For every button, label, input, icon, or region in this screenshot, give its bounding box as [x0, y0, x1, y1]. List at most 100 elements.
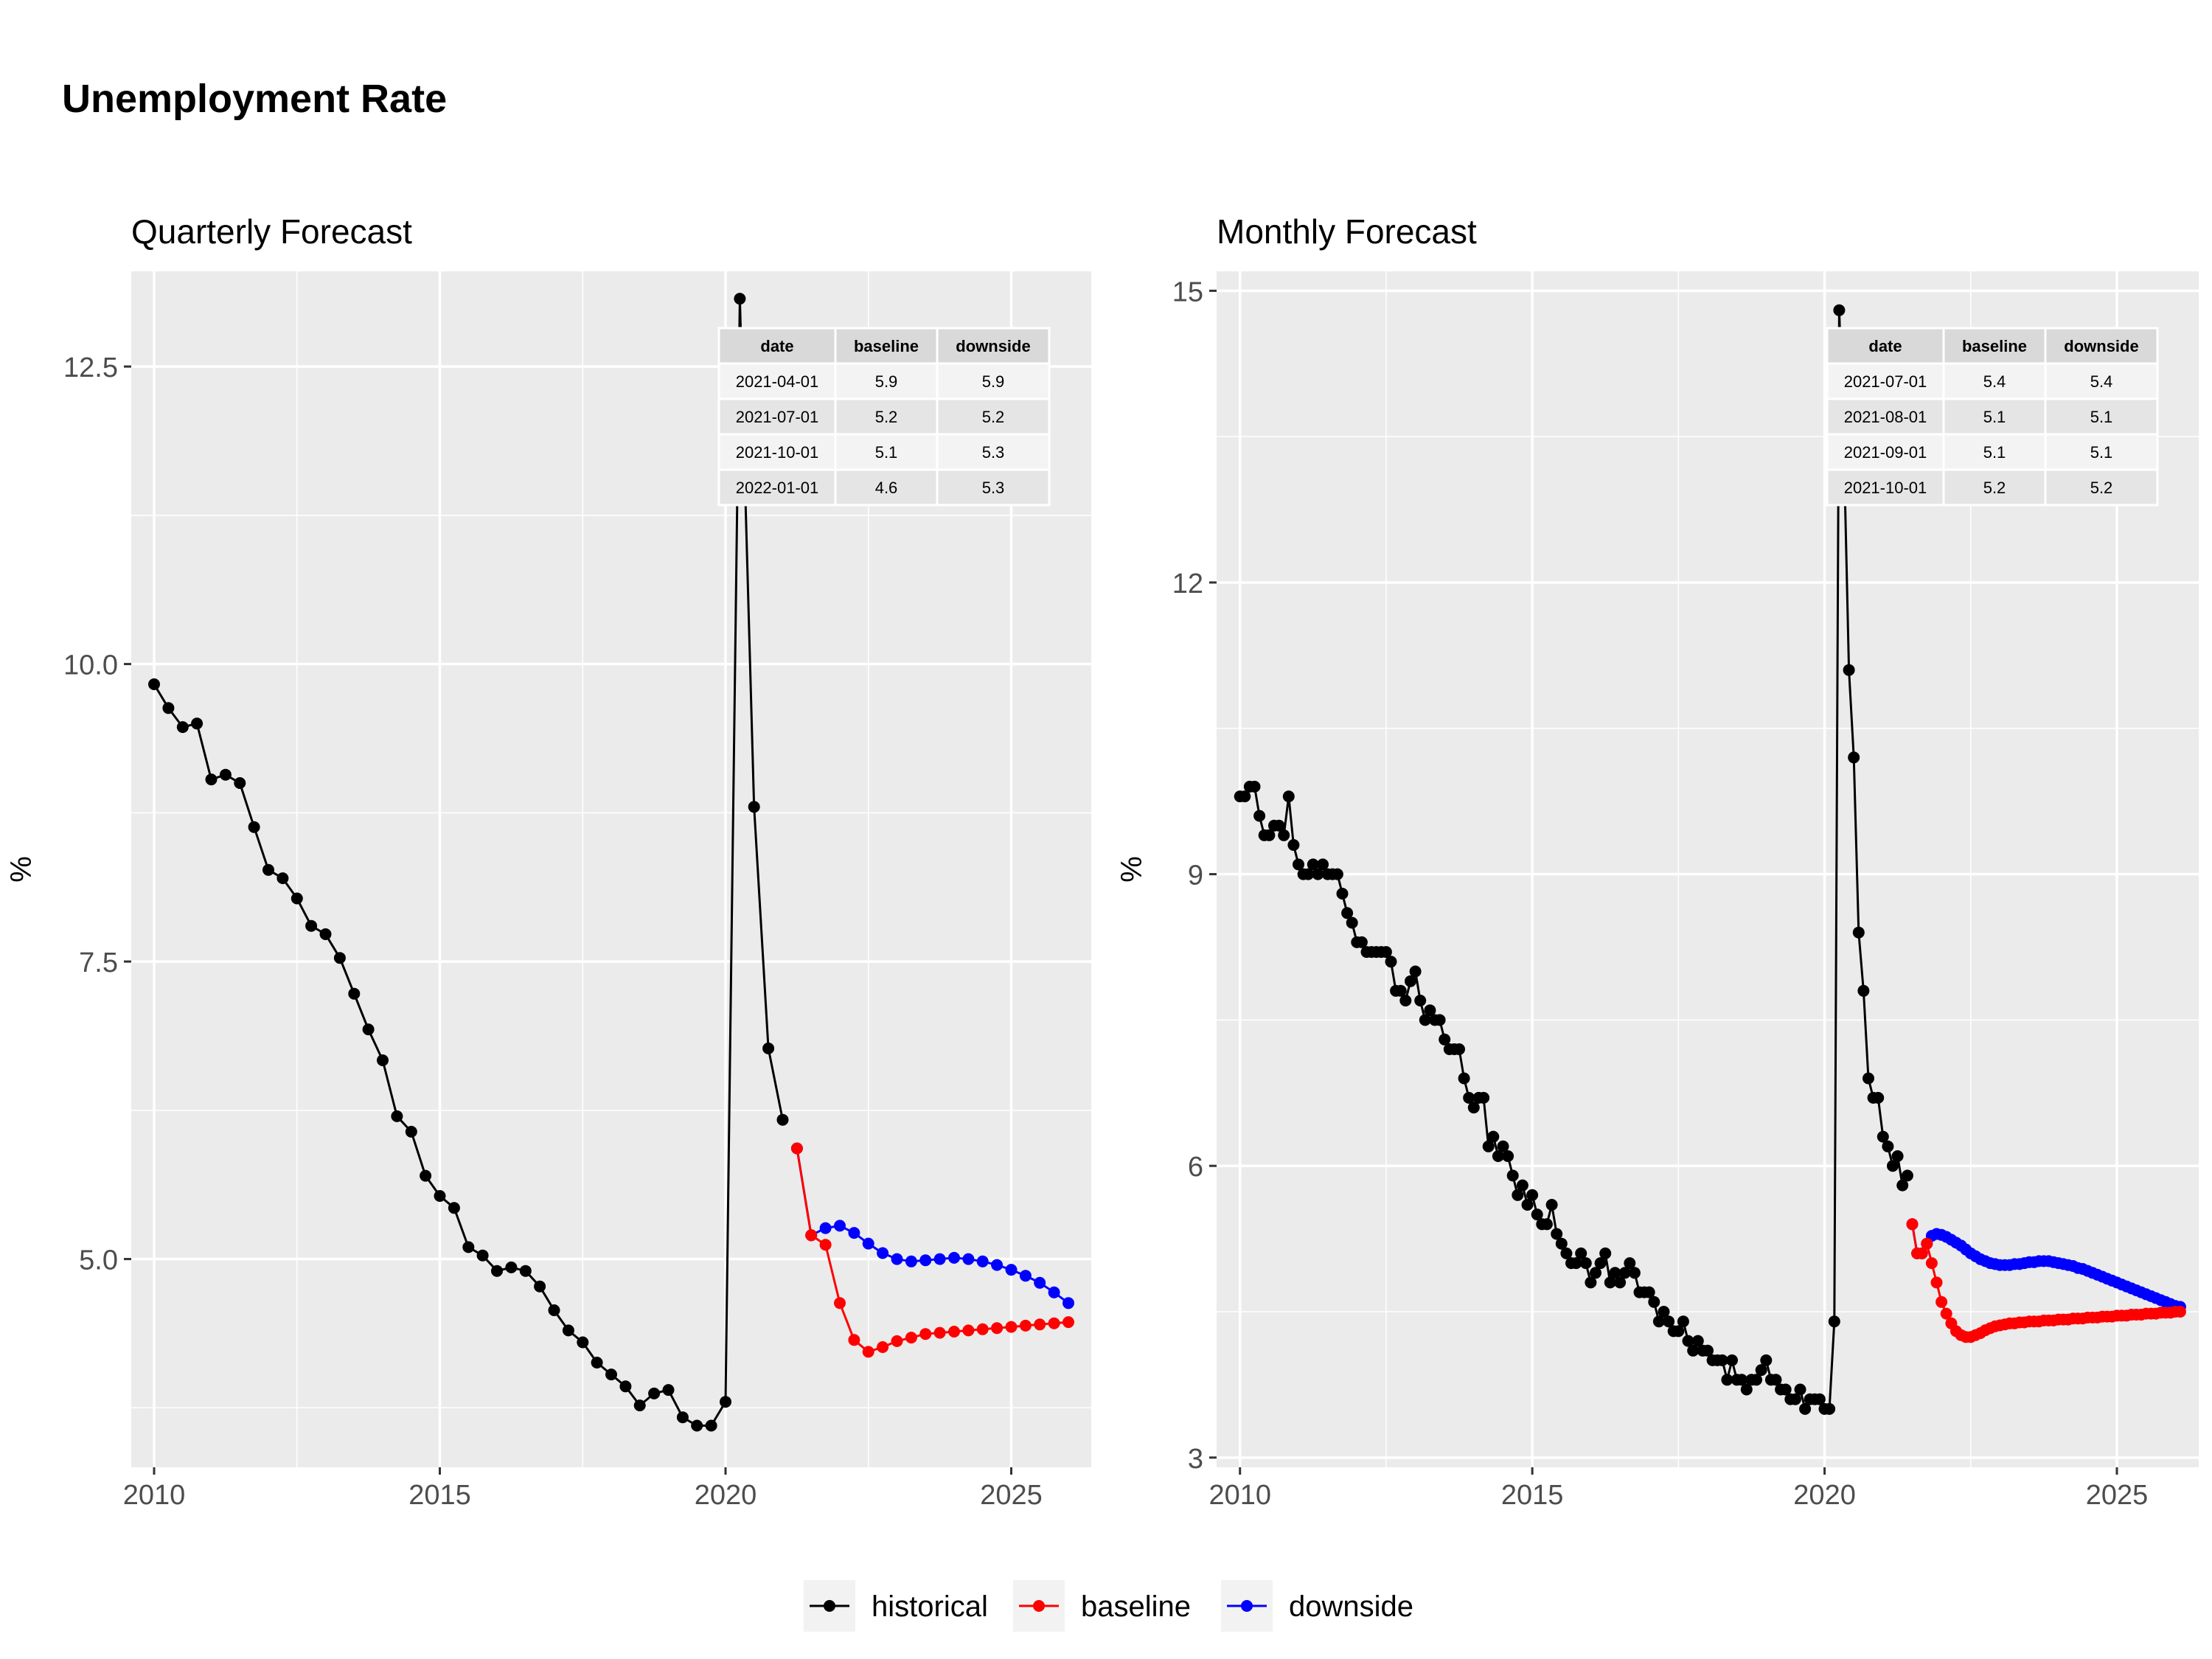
y-tick-label: 12 — [1172, 568, 1203, 599]
data-point-historical — [1599, 1247, 1612, 1259]
table-cell-text: 2021-10-01 — [1844, 479, 1927, 497]
data-point-historical — [1736, 1374, 1748, 1386]
chart-panels: Quarterly Forecast 5.0 7.5 10.0 12.5 2010 2015… — [5, 212, 2199, 1511]
data-point-historical — [1833, 304, 1846, 316]
data-point-historical — [1336, 888, 1349, 900]
data-point-baseline — [1048, 1317, 1060, 1329]
data-point-historical — [1843, 664, 1855, 676]
data-point-baseline — [1925, 1257, 1938, 1270]
table-cell — [2044, 397, 2159, 436]
data-point-baseline — [1921, 1237, 1933, 1250]
data-point-historical — [348, 987, 361, 1000]
data-point-historical — [1433, 1014, 1446, 1026]
legend-key-point — [1241, 1600, 1253, 1612]
data-point-historical — [1750, 1374, 1762, 1386]
table-cell-text: 5.4 — [2090, 372, 2113, 391]
data-point-historical — [405, 1125, 417, 1138]
table-cell-text: 5.9 — [982, 372, 1005, 391]
data-point-historical — [676, 1411, 689, 1424]
data-point-historical — [1419, 1014, 1431, 1026]
data-point-historical — [377, 1054, 389, 1066]
x-tick-label: 2010 — [1208, 1480, 1271, 1511]
data-point-historical — [1405, 975, 1416, 987]
series-historical — [1234, 304, 1913, 1415]
data-point-baseline — [905, 1332, 917, 1344]
data-point-baseline — [919, 1328, 932, 1340]
y-tick-label: 5.0 — [79, 1245, 118, 1276]
data-point-historical — [148, 678, 160, 690]
data-point-historical — [1531, 1208, 1543, 1221]
table-cell — [1826, 468, 1945, 507]
data-point-baseline — [948, 1326, 960, 1338]
data-point-historical — [1355, 936, 1368, 948]
data-point-baseline — [790, 1142, 803, 1155]
data-point-downside — [1048, 1286, 1060, 1298]
data-point-historical — [305, 919, 318, 932]
data-point-baseline — [862, 1346, 874, 1358]
data-point-historical — [776, 1113, 789, 1126]
data-point-historical — [1740, 1383, 1753, 1396]
data-point-historical — [248, 821, 260, 833]
table-header-cell — [834, 327, 939, 365]
data-point-historical — [1331, 868, 1343, 880]
data-point-historical — [1278, 829, 1290, 841]
x-tick-label: 2020 — [695, 1480, 757, 1511]
data-point-historical — [1643, 1286, 1655, 1298]
data-point-baseline — [1019, 1319, 1032, 1332]
data-point-baseline — [848, 1334, 860, 1346]
data-point-historical — [1663, 1315, 1675, 1328]
forecast-table: date baseline downside 2021-04-01 5.9 5.9 2021… — [717, 327, 1051, 507]
table-header-text: downside — [2064, 337, 2138, 355]
data-point-historical — [1497, 1140, 1509, 1152]
data-point-historical — [1682, 1335, 1694, 1347]
x-tick-label: 2015 — [408, 1480, 471, 1511]
data-point-downside — [948, 1251, 960, 1264]
table-cell — [834, 433, 939, 471]
data-point-historical — [1813, 1393, 1826, 1405]
chart-panel-0: Quarterly Forecast 5.0 7.5 10.0 12.5 2010 2015… — [5, 212, 1091, 1511]
data-point-downside — [848, 1227, 860, 1239]
table-header-cell — [1826, 327, 1945, 365]
data-point-historical — [1716, 1354, 1728, 1366]
data-point-historical — [1789, 1393, 1801, 1405]
table-cell-text: 2021-09-01 — [1844, 443, 1927, 462]
y-tick-label: 6 — [1188, 1152, 1203, 1183]
main-title: Unemployment Rate — [62, 77, 447, 121]
data-point-historical — [1857, 984, 1870, 997]
data-point-historical — [605, 1368, 617, 1381]
data-point-baseline — [1916, 1247, 1928, 1259]
data-point-historical — [1658, 1306, 1670, 1318]
data-point-historical — [1302, 868, 1315, 880]
data-point-historical — [1609, 1267, 1621, 1279]
data-point-historical — [291, 892, 303, 905]
data-point-historical — [1293, 858, 1304, 871]
data-point-downside — [933, 1253, 946, 1265]
data-point-historical — [519, 1265, 532, 1277]
data-point-historical — [1512, 1189, 1524, 1201]
data-point-historical — [1896, 1179, 1909, 1192]
table-cell — [717, 397, 837, 436]
legend-item-historical: historical — [804, 1580, 988, 1632]
legend-item-downside: downside — [1221, 1580, 1413, 1632]
data-point-historical — [1317, 858, 1329, 871]
table-header-text: baseline — [1962, 337, 2027, 355]
data-point-historical — [1521, 1199, 1534, 1211]
legend: historical baseline downside — [804, 1580, 1413, 1632]
table-cell-text: 5.2 — [1983, 479, 2006, 497]
data-point-baseline — [2174, 1306, 2186, 1318]
table-cell — [834, 468, 939, 507]
data-point-baseline — [1906, 1218, 1919, 1231]
data-point-historical — [1287, 839, 1300, 851]
table-cell — [936, 468, 1051, 507]
table-cell — [1942, 468, 2047, 507]
table-header-text: baseline — [854, 337, 919, 355]
data-point-historical — [319, 928, 332, 940]
y-tick-label: 9 — [1188, 860, 1203, 891]
data-point-historical — [1863, 1072, 1874, 1085]
data-point-historical — [176, 721, 189, 734]
data-point-historical — [1618, 1267, 1631, 1279]
data-point-historical — [562, 1324, 574, 1337]
data-point-historical — [1702, 1344, 1714, 1357]
data-point-historical — [1380, 946, 1392, 959]
